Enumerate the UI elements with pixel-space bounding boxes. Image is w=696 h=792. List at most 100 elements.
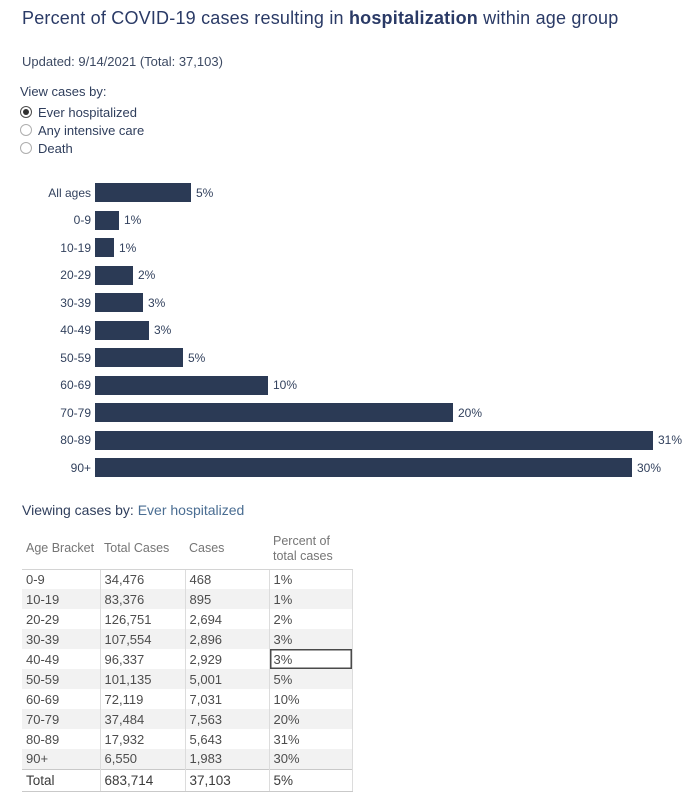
chart-category-label: 80-89 <box>60 433 91 447</box>
cell-30-39-age-bracket[interactable]: 30-39 <box>22 629 101 649</box>
chart-bar-40-49[interactable] <box>95 320 149 340</box>
chart-value-label: 3% <box>148 295 166 310</box>
viewing-cases-by-line: Viewing cases by: Ever hospitalized <box>22 502 696 518</box>
chart-bar-60-69[interactable] <box>95 375 268 395</box>
cell-20-29-total-cases[interactable]: 126,751 <box>100 609 186 629</box>
viewing-cases-by-label: Viewing cases by: <box>22 502 134 518</box>
radio-option-ever-hospitalized[interactable]: Ever hospitalized <box>20 103 696 121</box>
cell-70-79-age-bracket[interactable]: 70-79 <box>22 709 101 729</box>
cell-40-49-age-bracket[interactable]: 40-49 <box>22 649 101 669</box>
chart-bar-50-59[interactable] <box>95 348 183 367</box>
chart-bar-70-79[interactable] <box>95 403 453 422</box>
view-cases-radio-group: Ever hospitalized Any intensive care Death <box>20 103 696 157</box>
cell-40-49-total-cases[interactable]: 96,337 <box>100 649 186 669</box>
cell-50-59-percent-of-total-cases[interactable]: 5% <box>269 669 353 689</box>
cell-10-19-cases[interactable]: 895 <box>185 589 270 609</box>
radio-selected-icon[interactable] <box>20 106 32 118</box>
table-row-0-9: 0-9 34,476 468 1% <box>22 569 353 589</box>
cell-10-19-age-bracket[interactable]: 10-19 <box>22 589 101 609</box>
cell-0-9-total-cases[interactable]: 34,476 <box>100 569 186 589</box>
chart-value-label: 5% <box>188 350 206 365</box>
chart-bar-20-29[interactable] <box>95 265 133 285</box>
chart-value-label: 31% <box>658 433 683 447</box>
cell-20-29-cases[interactable]: 2,694 <box>185 609 270 629</box>
title-bold-term: hospitalization <box>348 8 478 28</box>
cell-20-29-percent-of-total-cases[interactable]: 2% <box>269 609 353 629</box>
chart-row-20-29: 20-29 2% <box>22 265 696 285</box>
chart-category-label: 0-9 <box>73 213 91 227</box>
chart-bar-10-19[interactable] <box>95 238 114 257</box>
chart-bar-90plus[interactable] <box>95 458 632 477</box>
hospitalization-bar-chart: All ages 5% 0-9 1% 10-19 1% 20-29 2% 30-39 3% 40-4… <box>22 183 696 477</box>
chart-bar-80-89[interactable] <box>95 430 653 450</box>
cell-90plus-total-cases[interactable]: 6,550 <box>100 749 186 769</box>
table-row-60-69: 60-69 72,119 7,031 10% <box>22 689 353 709</box>
cell-60-69-total-cases[interactable]: 72,119 <box>100 689 186 709</box>
cell-80-89-percent-of-total-cases[interactable]: 31% <box>269 729 353 749</box>
table-row-80-89: 80-89 17,932 5,643 31% <box>22 729 353 749</box>
view-cases-by-label: View cases by: <box>20 84 107 99</box>
table-row-70-79: 70-79 37,484 7,563 20% <box>22 709 353 729</box>
cell-0-9-percent-of-total-cases[interactable]: 1% <box>269 569 353 589</box>
cell-30-39-percent-of-total-cases[interactable]: 3% <box>269 629 353 649</box>
cell-0-9-cases[interactable]: 468 <box>185 569 270 589</box>
cell-60-69-age-bracket[interactable]: 60-69 <box>22 689 101 709</box>
chart-category-label: 50-59 <box>60 350 91 365</box>
chart-value-label: 1% <box>124 213 142 227</box>
chart-row-40-49: 40-49 3% <box>22 320 696 340</box>
cell-90plus-cases[interactable]: 1,983 <box>185 749 270 769</box>
cell-60-69-cases[interactable]: 7,031 <box>185 689 270 709</box>
cell-60-69-percent-of-total-cases[interactable]: 10% <box>269 689 353 709</box>
radio-option-any-intensive-care[interactable]: Any intensive care <box>20 121 696 139</box>
cell-50-59-age-bracket[interactable]: 50-59 <box>22 669 101 689</box>
chart-row-70-79: 70-79 20% <box>22 403 696 422</box>
cell-30-39-cases[interactable]: 2,896 <box>185 629 270 649</box>
cell-70-79-total-cases[interactable]: 37,484 <box>100 709 186 729</box>
table-row-30-39: 30-39 107,554 2,896 3% <box>22 629 353 649</box>
chart-value-label: 10% <box>273 378 298 392</box>
table-row-10-19: 10-19 83,376 895 1% <box>22 589 353 609</box>
chart-category-label: 20-29 <box>60 268 91 282</box>
radio-unselected-icon[interactable] <box>20 142 32 154</box>
viewing-cases-by-value: Ever hospitalized <box>137 502 245 518</box>
cell-10-19-total-cases[interactable]: 83,376 <box>100 589 186 609</box>
cell-30-39-total-cases[interactable]: 107,554 <box>100 629 186 649</box>
chart-bar-30-39[interactable] <box>95 293 143 312</box>
column-header-cases: Cases <box>185 531 269 570</box>
cell-total-total-cases[interactable]: 683,714 <box>100 768 186 792</box>
cell-80-89-total-cases[interactable]: 17,932 <box>100 729 186 749</box>
column-header-percent-of-total-cases: Percent of total cases <box>269 531 352 570</box>
cell-10-19-percent-of-total-cases[interactable]: 1% <box>269 589 353 609</box>
cell-80-89-cases[interactable]: 5,643 <box>185 729 270 749</box>
cases-table: Age Bracket Total Cases Cases Percent of to… <box>22 531 353 792</box>
cell-70-79-cases[interactable]: 7,563 <box>185 709 270 729</box>
radio-option-death[interactable]: Death <box>20 139 696 157</box>
cell-total-percent-of-total-cases[interactable]: 5% <box>269 768 353 792</box>
chart-bar-all-ages[interactable] <box>95 183 191 202</box>
cell-50-59-cases[interactable]: 5,001 <box>185 669 270 689</box>
chart-bar-0-9[interactable] <box>95 210 119 230</box>
chart-category-label: 30-39 <box>60 295 91 310</box>
cell-90plus-percent-of-total-cases[interactable]: 30% <box>269 749 353 769</box>
chart-row-80-89: 80-89 31% <box>22 430 696 450</box>
table-row-40-49: 40-49 96,337 2,929 3% <box>22 649 353 669</box>
cell-0-9-age-bracket[interactable]: 0-9 <box>22 569 101 589</box>
cell-focused-40-49-percent[interactable]: 3% <box>269 649 353 669</box>
radio-unselected-icon[interactable] <box>20 124 32 136</box>
chart-value-label: 20% <box>458 405 483 420</box>
cell-total-cases[interactable]: 37,103 <box>185 768 270 792</box>
table-row-50-59: 50-59 101,135 5,001 5% <box>22 669 353 689</box>
chart-value-label: 2% <box>138 268 156 282</box>
table-row-90plus: 90+ 6,550 1,983 30% <box>22 749 353 769</box>
chart-row-30-39: 30-39 3% <box>22 293 696 312</box>
cell-90plus-age-bracket[interactable]: 90+ <box>22 749 101 769</box>
cell-total-age-bracket[interactable]: Total <box>22 768 101 792</box>
cell-40-49-cases[interactable]: 2,929 <box>185 649 270 669</box>
chart-value-label: 30% <box>637 460 662 475</box>
chart-value-label: 3% <box>154 323 172 337</box>
cell-50-59-total-cases[interactable]: 101,135 <box>100 669 186 689</box>
cell-70-79-percent-of-total-cases[interactable]: 20% <box>269 709 353 729</box>
cell-80-89-age-bracket[interactable]: 80-89 <box>22 729 101 749</box>
cell-20-29-age-bracket[interactable]: 20-29 <box>22 609 101 629</box>
radio-option-label: Any intensive care <box>38 122 145 138</box>
